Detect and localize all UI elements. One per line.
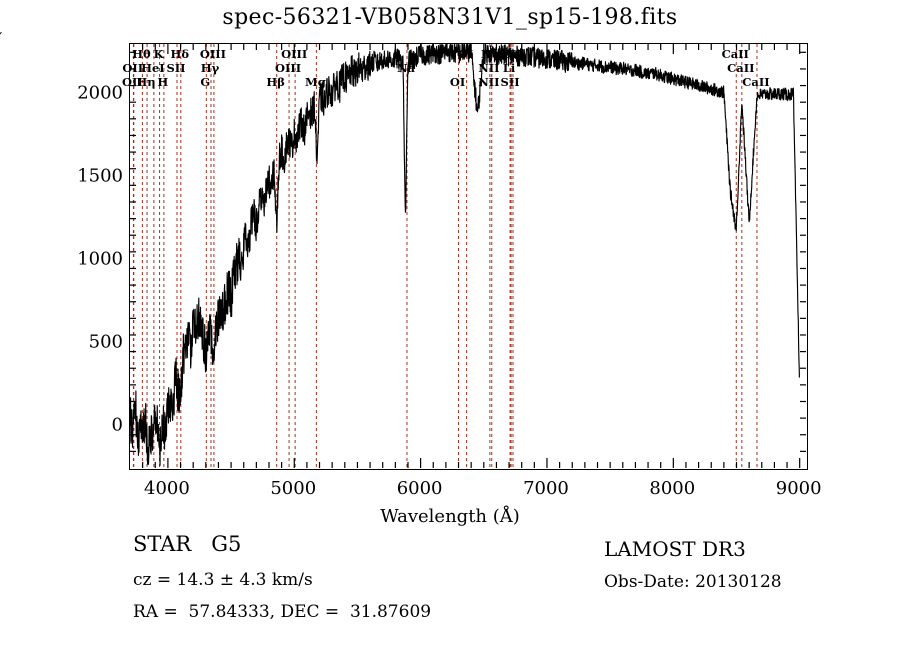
x-tick-label: 9000 [775,478,822,499]
line-label-CaII: CaII [742,75,770,89]
line-label-OIII: OIII [275,61,302,75]
line-label-K: K [153,47,164,61]
line-label-OII: OII [122,61,144,75]
x-tick-label: 6000 [396,478,443,499]
line-label-CaII: CaII [721,47,749,61]
line-label-Na: Na [396,61,415,75]
x-tick-label: 5000 [270,478,317,499]
line-label-HeI: HeI [141,61,165,75]
observation-date: Obs-Date: 20130128 [604,572,782,592]
coordinates: RA = 57.84333, DEC = 31.87609 [133,602,432,622]
line-label-NII: NII [478,61,500,75]
survey-name: LAMOST DR3 [604,537,746,561]
y-tick-label: 2000 [77,82,123,104]
line-label-Li: Li [502,61,516,75]
x-tick-label: 7000 [523,478,569,499]
spectrum-svg [130,44,806,468]
line-marker-group [132,44,758,468]
line-label-SII: SII [500,75,520,89]
line-label-OI: OI [449,75,466,89]
line-label-H: H [157,75,169,89]
line-label-Mg: Mg [304,75,326,89]
y-tick-label: 1500 [77,165,123,187]
line-label-Hη: Hη [136,75,156,89]
plot-area [129,43,808,470]
y-tick-label: 0 [111,414,123,436]
axis-tick-group [130,44,806,468]
line-label-G: G [200,75,211,89]
line-label-Hβ: Hβ [266,75,285,89]
line-label-Hθ: Hθ [132,47,151,61]
line-label-SII: SII [166,61,186,75]
line-label-OI: OI [457,47,474,61]
line-label-NII: NII [478,75,500,89]
line-label-Hγ: Hγ [200,61,220,75]
y-tick-label: 1000 [77,248,123,270]
object-type-and-class: STAR G5 [133,532,242,556]
line-label-OIII: OIII [199,47,226,61]
y-axis-label-text: Flux (relative) [0,0,4,87]
line-label-Hα: Hα [480,47,501,61]
line-label-OII: OII [122,75,143,89]
page-title: spec-56321-VB058N31V1_sp15-198.fits [222,5,678,30]
y-axis-label: Flux (relative) [0,0,4,148]
y-tick-label: 500 [88,331,123,353]
line-label-SII: SII [502,47,522,61]
line-label-OIII: OIII [281,47,308,61]
redshift-velocity: cz = 14.3 ± 4.3 km/s [133,570,313,590]
line-label-Hδ: Hδ [170,47,190,61]
x-tick-label: 4000 [144,478,190,499]
spectrum-trace [130,44,800,466]
line-label-CaII: CaII [727,61,755,75]
x-tick-label: 8000 [649,478,696,499]
x-axis-label: Wavelength (Å) [380,506,520,527]
